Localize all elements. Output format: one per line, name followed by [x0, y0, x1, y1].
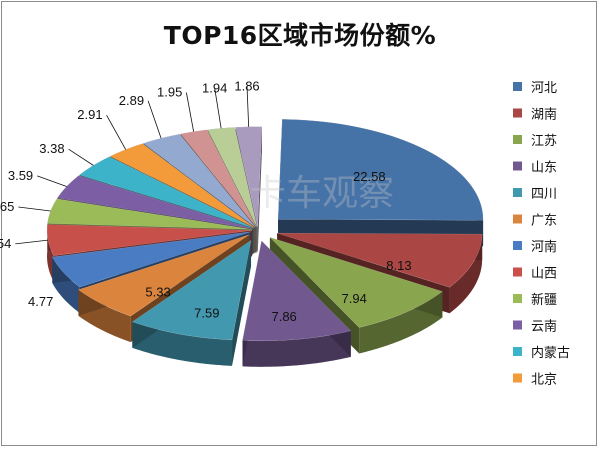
legend-label-2: 湖南 — [531, 107, 557, 123]
data-label-13: 2.89 — [119, 93, 144, 108]
data-label-16: 1.86 — [234, 78, 259, 93]
data-label-5: 7.59 — [194, 305, 219, 320]
legend-swatch-10 — [513, 320, 522, 330]
legend-label-9: 新疆 — [531, 292, 557, 308]
legend-label-6: 广东 — [531, 214, 557, 229]
slice-top-5 — [131, 239, 252, 341]
legend-label-8: 山西 — [531, 267, 557, 282]
slice-top-7 — [51, 231, 251, 288]
slice-top-11 — [78, 156, 254, 229]
data-label-7: 4.77 — [28, 294, 53, 309]
leader-line-13 — [147, 100, 162, 139]
legend-swatch-2 — [513, 108, 522, 118]
legend-swatch-4 — [513, 161, 522, 171]
leader-line-11 — [68, 148, 94, 166]
legend-label-5: 四川 — [531, 187, 557, 202]
legend-label-1: 河北 — [531, 81, 557, 96]
leader-line-15 — [214, 88, 222, 129]
pie-slices: 卡车观察 — [46, 119, 484, 367]
slice-side-8 — [47, 224, 54, 282]
data-label-6: 5.33 — [145, 285, 170, 300]
slice-side-2 — [449, 234, 483, 314]
leader-line-9 — [18, 206, 51, 212]
slice-4 — [242, 240, 352, 367]
slice-top-4 — [242, 240, 352, 342]
legend-swatch-5 — [513, 188, 522, 197]
data-label-1: 22.58 — [353, 169, 386, 184]
slice-cut-16-1 — [257, 126, 262, 253]
slice-top-10 — [56, 175, 253, 229]
data-label-15: 1.94 — [202, 80, 227, 95]
data-label-2: 8.13 — [386, 258, 411, 273]
slice-5 — [131, 239, 252, 366]
slice-top-6 — [77, 234, 250, 317]
legend-label-3: 江苏 — [531, 133, 557, 149]
slice-top-3 — [269, 237, 443, 328]
slice-side-5 — [132, 321, 233, 366]
slice-side-4 — [242, 330, 351, 367]
legend-label-12: 北京 — [531, 373, 557, 388]
leader-line-16 — [246, 86, 250, 127]
leader-line-10 — [37, 175, 67, 187]
data-label-8: 4.54 — [0, 236, 11, 251]
legend-label-11: 内蒙古 — [531, 345, 570, 361]
data-label-12: 2.91 — [77, 107, 102, 122]
leader-line-14 — [185, 92, 195, 132]
chart-title: TOP16区域市场份额% — [163, 21, 437, 50]
legend-swatch-11 — [513, 347, 522, 356]
legend-label-4: 山东 — [531, 161, 557, 176]
data-label-10: 3.59 — [8, 168, 33, 183]
data-label-3: 7.94 — [342, 291, 367, 306]
legend-swatch-7 — [513, 241, 522, 250]
slice-top-2 — [277, 232, 483, 288]
legend-label-7: 河南 — [531, 239, 557, 255]
watermark: 卡车观察 — [250, 173, 394, 214]
data-label-11: 3.38 — [39, 141, 64, 156]
legend-swatch-8 — [513, 267, 522, 277]
leader-line-12 — [106, 114, 127, 150]
legend-swatch-1 — [513, 82, 522, 91]
leader-line-8 — [15, 239, 49, 245]
slice-top-9 — [47, 198, 253, 230]
data-labels: 22.58 8.13 7.94 7.86 7.59 5.33 4.77 4.54 3.65 3.5… — [0, 78, 412, 323]
legend-swatch-3 — [513, 135, 522, 144]
legend-swatch-12 — [513, 373, 522, 383]
slice-cut-5-0 — [232, 240, 252, 366]
data-label-9: 3.65 — [0, 199, 14, 214]
legend-label-10: 云南 — [531, 319, 557, 335]
slice-top-1 — [277, 119, 484, 221]
data-label-4: 7.86 — [271, 309, 296, 324]
data-label-14: 1.95 — [157, 84, 182, 99]
legend-swatch-9 — [513, 294, 522, 303]
legend-swatch-6 — [513, 214, 522, 224]
